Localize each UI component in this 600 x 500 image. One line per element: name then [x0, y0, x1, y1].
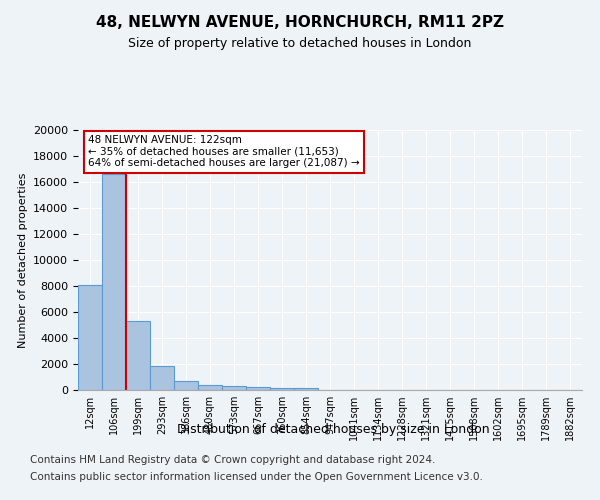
- Bar: [102, 174, 126, 390]
- Bar: [270, 388, 294, 390]
- Bar: [198, 385, 222, 390]
- Text: Size of property relative to detached houses in London: Size of property relative to detached ho…: [128, 38, 472, 51]
- Bar: [246, 387, 270, 390]
- Bar: [174, 381, 198, 390]
- Bar: [294, 388, 318, 390]
- Bar: [222, 386, 246, 390]
- Text: Contains public sector information licensed under the Open Government Licence v3: Contains public sector information licen…: [30, 472, 483, 482]
- Bar: [126, 321, 150, 390]
- Y-axis label: Number of detached properties: Number of detached properties: [17, 172, 28, 348]
- Text: Distribution of detached houses by size in London: Distribution of detached houses by size …: [176, 422, 490, 436]
- Text: Contains HM Land Registry data © Crown copyright and database right 2024.: Contains HM Land Registry data © Crown c…: [30, 455, 436, 465]
- Bar: [78, 284, 102, 390]
- Text: 48, NELWYN AVENUE, HORNCHURCH, RM11 2PZ: 48, NELWYN AVENUE, HORNCHURCH, RM11 2PZ: [96, 15, 504, 30]
- Text: 48 NELWYN AVENUE: 122sqm
← 35% of detached houses are smaller (11,653)
64% of se: 48 NELWYN AVENUE: 122sqm ← 35% of detach…: [88, 135, 360, 168]
- Bar: [150, 366, 174, 390]
